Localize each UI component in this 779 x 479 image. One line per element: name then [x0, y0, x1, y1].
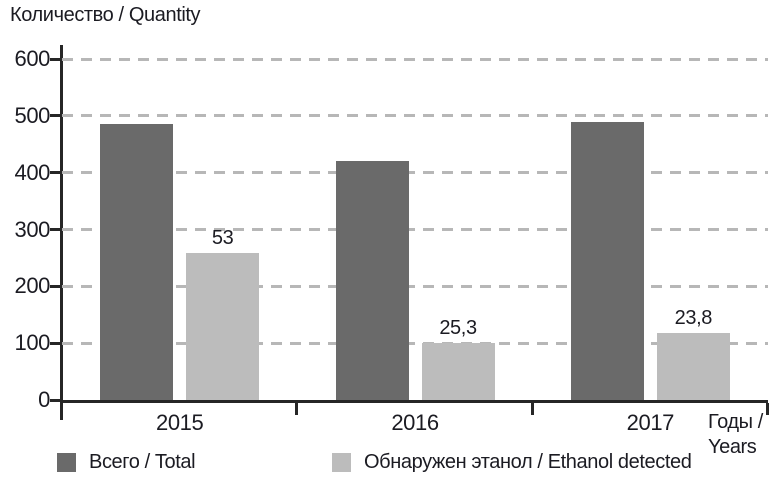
- y-tick-200: [50, 284, 60, 288]
- y-tick-label-200: 200: [14, 273, 50, 299]
- legend-label-total: Всего / Total: [89, 451, 196, 473]
- y-tick-label-0: 0: [38, 387, 50, 412]
- x-tick-label-2015: 2015: [155, 410, 204, 435]
- y-tick-label-500: 500: [14, 102, 50, 128]
- gridline-500: [62, 114, 768, 118]
- chart-title: Количество / Quantity: [10, 4, 201, 26]
- bar-total-2017: [570, 121, 644, 400]
- legend-swatch-total: [57, 453, 76, 472]
- bar-ethanol-2015: [186, 253, 260, 400]
- y-tick-100: [50, 341, 60, 345]
- value-label-2016: 25,3: [439, 316, 477, 339]
- gridline-400: [62, 171, 768, 175]
- y-axis: [60, 45, 63, 420]
- value-label-2017: 23,8: [674, 306, 713, 329]
- bar-ethanol-2017: [656, 332, 730, 400]
- gridline-300: [62, 228, 768, 231]
- x-tick-label-2016: 2016: [391, 410, 439, 435]
- y-tick-300: [50, 228, 60, 231]
- legend: Всего / Total Обнаружен этанол / Ethanol …: [0, 451, 779, 475]
- x-axis-title-line-1: Годы /: [708, 411, 763, 433]
- bar-ethanol-2016: [421, 342, 495, 400]
- y-tick-label-400: 400: [14, 159, 50, 185]
- y-tick-label-600: 600: [14, 46, 50, 71]
- gridline-200: [62, 284, 768, 288]
- bar-total-2016: [335, 161, 409, 400]
- y-tick-label-100: 100: [14, 330, 50, 356]
- plot-area: [62, 57, 768, 400]
- legend-label-ethanol: Обнаружен этанол / Ethanol detected: [364, 451, 692, 473]
- gridline-100: [62, 341, 768, 345]
- x-tick-label-2017: 2017: [626, 410, 675, 435]
- legend-item-total: Всего / Total: [57, 451, 196, 474]
- y-tick-0: [50, 398, 60, 402]
- y-tick-500: [50, 114, 60, 118]
- x-tick-3: [766, 403, 769, 415]
- x-tick-2: [530, 403, 534, 415]
- x-axis-title-line-2: Years: [708, 436, 757, 458]
- legend-item-ethanol: Обнаружен этанол / Ethanol detected: [332, 451, 692, 474]
- y-tick-600: [50, 57, 60, 61]
- x-tick-1: [295, 403, 299, 415]
- gridline-600: [62, 57, 768, 61]
- y-tick-label-300: 300: [14, 216, 50, 242]
- x-axis-title: Годы / Years: [708, 410, 763, 460]
- y-tick-400: [50, 171, 60, 175]
- value-label-2015: 53: [211, 227, 234, 250]
- bar-total-2015: [100, 124, 174, 400]
- x-axis: [60, 400, 768, 403]
- legend-swatch-ethanol: [332, 453, 351, 472]
